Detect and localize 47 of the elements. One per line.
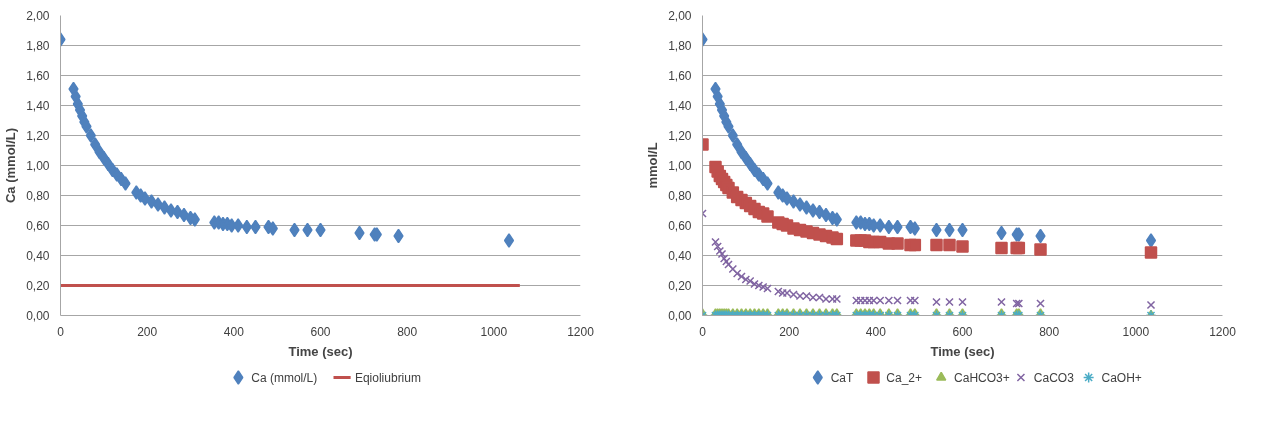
x-tick-label: 800	[397, 324, 418, 339]
legend-label: CaCO3	[1033, 370, 1075, 385]
legend-label: CaOH+	[1101, 370, 1142, 385]
x-axis-title: Time (sec)	[930, 343, 995, 359]
x-tick-label: 600	[310, 324, 331, 339]
y-tick-label: 1,00	[26, 159, 50, 173]
y-tick-label: 0,40	[668, 249, 692, 263]
y-tick-label: 0,20	[26, 279, 50, 293]
x-tick-label: 400	[865, 324, 887, 339]
legend-label: CaT	[830, 370, 854, 385]
y-tick-label: 1,20	[668, 129, 692, 143]
x-tick-label: 1000	[480, 324, 508, 339]
y-tick-label: 1,60	[26, 69, 50, 83]
legend-label: CaHCO3+	[954, 370, 1010, 385]
y-tick-label: 0,80	[668, 189, 692, 203]
x-tick-label: 1200	[567, 324, 595, 339]
y-tick-label: 1,20	[26, 129, 50, 143]
y-tick-label: 0,80	[26, 189, 50, 203]
y-tick-label: 0,00	[26, 309, 50, 323]
x-tick-label: 800	[1039, 324, 1060, 339]
x-tick-label: 200	[779, 324, 800, 339]
y-tick-label: 1,40	[26, 99, 50, 113]
x-tick-label: 0	[699, 324, 707, 339]
x-tick-label: 1000	[1122, 324, 1150, 339]
y-tick-label: 0,40	[26, 249, 50, 263]
legend-label: Eqioliubrium	[354, 370, 421, 385]
y-tick-label: 0,60	[26, 219, 50, 233]
y-tick-label: 2,00	[668, 9, 692, 23]
x-tick-label: 1200	[1209, 324, 1237, 339]
x-tick-label: 0	[57, 324, 65, 339]
y-tick-label: 1,00	[668, 159, 692, 173]
legend-label: Ca_2+	[886, 370, 923, 385]
y-tick-label: 0,00	[668, 309, 692, 323]
y-tick-label: 0,20	[668, 279, 692, 293]
y-tick-label: 0,60	[668, 219, 692, 233]
y-tick-label: 1,40	[668, 99, 692, 113]
legend-label: Ca (mmol/L)	[251, 370, 318, 385]
x-tick-label: 200	[137, 324, 158, 339]
y-axis-title: Ca (mmol/L)	[3, 127, 19, 204]
y-tick-label: 1,60	[668, 69, 692, 83]
y-axis-title: mmol/L	[645, 142, 661, 189]
y-tick-label: 2,00	[26, 9, 50, 23]
y-tick-label: 1,80	[668, 39, 692, 53]
x-axis-title: Time (sec)	[288, 343, 353, 359]
y-tick-label: 1,80	[26, 39, 50, 53]
x-tick-label: 400	[223, 324, 245, 339]
x-tick-label: 600	[952, 324, 973, 339]
